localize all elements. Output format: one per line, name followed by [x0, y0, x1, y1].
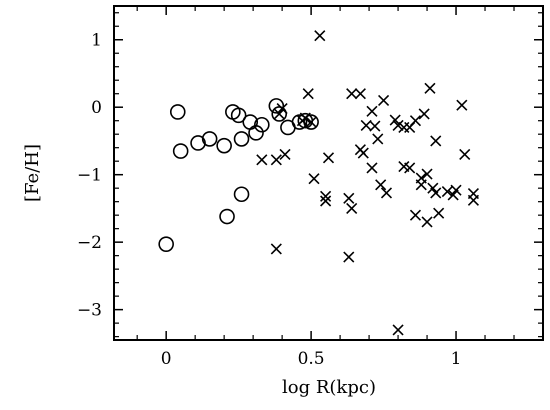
x-tick-label: 1 — [451, 349, 462, 369]
cross-point — [456, 99, 468, 111]
cross-point — [369, 120, 381, 132]
cross-point — [256, 154, 268, 166]
cross-point — [375, 179, 387, 191]
cross-point — [392, 119, 404, 131]
x-tick-label: 0 — [161, 349, 172, 369]
cross-point — [433, 207, 445, 219]
cross-point — [467, 194, 479, 206]
cross-point — [415, 179, 427, 191]
circle-point — [291, 114, 308, 130]
cross-point — [366, 105, 378, 117]
circle-series — [158, 98, 319, 252]
cross-point — [380, 187, 393, 199]
y-tick-label: 1 — [91, 31, 102, 51]
y-axis-label: [Fe/H] — [22, 144, 43, 202]
x-axis-label: log R(kpc) — [282, 377, 376, 398]
cross-point — [276, 102, 288, 115]
cross-point — [346, 88, 358, 100]
cross-series — [256, 30, 479, 336]
cross-point — [441, 185, 453, 198]
cross-point — [270, 154, 282, 166]
cross-point — [346, 202, 358, 214]
y-tick-label: 0 — [91, 98, 102, 118]
cross-point — [354, 88, 366, 100]
circle-point — [271, 106, 288, 122]
cross-point — [450, 184, 462, 196]
cross-point — [343, 251, 355, 263]
cross-point — [270, 243, 282, 255]
cross-point — [366, 162, 378, 174]
y-tick-label: −3 — [77, 301, 102, 321]
cross-point — [421, 216, 433, 228]
cross-point — [343, 192, 355, 204]
circle-point — [230, 107, 247, 124]
x-tick-label: 0.5 — [298, 349, 325, 369]
circle-point — [254, 116, 270, 133]
circle-point — [216, 137, 232, 154]
cross-point — [322, 152, 335, 164]
cross-point — [430, 187, 442, 199]
circle-point — [201, 131, 218, 147]
cross-point — [409, 115, 422, 127]
circle-point — [233, 186, 250, 203]
cross-point — [299, 112, 311, 124]
cross-point — [320, 190, 332, 202]
cross-point — [320, 195, 332, 207]
circle-point — [233, 131, 250, 147]
cross-point — [305, 116, 317, 128]
cross-point — [459, 148, 471, 161]
axis-ticks: 0 0.5 1 1 0 −1 −2 −3 — [77, 6, 543, 369]
cross-point — [409, 209, 422, 221]
cross-point — [308, 173, 320, 185]
circle-point — [169, 104, 186, 120]
circle-point — [268, 98, 285, 114]
cross-point — [430, 135, 442, 147]
cross-point — [421, 168, 433, 180]
cross-point — [279, 148, 291, 161]
cross-point — [273, 108, 285, 120]
y-tick-label: −1 — [77, 166, 102, 186]
cross-point — [372, 133, 384, 145]
cross-point — [392, 324, 404, 336]
cross-point — [389, 114, 401, 126]
circle-point — [158, 236, 174, 252]
cross-point — [302, 88, 314, 100]
circle-point — [248, 125, 264, 141]
cross-point — [378, 94, 390, 107]
y-tick-label: −2 — [77, 233, 102, 253]
circle-point — [219, 208, 235, 225]
cross-point — [357, 147, 369, 159]
cross-point — [424, 82, 436, 94]
cross-point — [418, 108, 430, 120]
cross-point — [314, 30, 326, 42]
circle-point — [172, 143, 189, 159]
plot-frame — [113, 5, 544, 341]
circle-point — [190, 135, 206, 151]
cross-point — [360, 119, 372, 131]
cross-point — [404, 162, 416, 174]
